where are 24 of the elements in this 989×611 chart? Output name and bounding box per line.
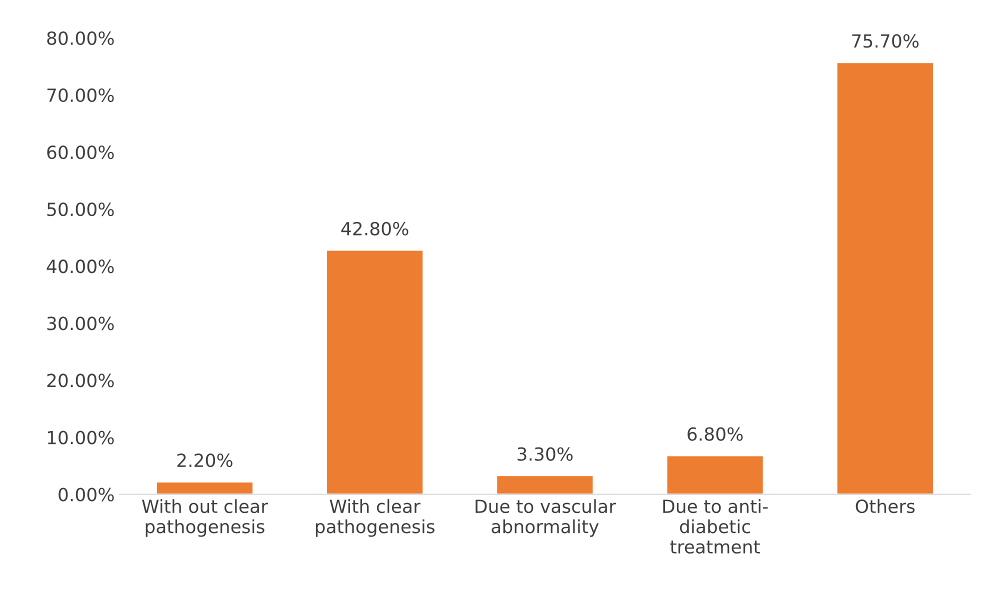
bar: [156, 481, 254, 494]
x-tick-label: Others: [856, 499, 915, 514]
y-tick-label: 10.00%: [48, 430, 114, 444]
y-tick-label: 60.00%: [47, 145, 114, 160]
bar: [496, 474, 594, 494]
x-tick-label: With out clear pathogenesis: [142, 499, 268, 537]
x-tick-label: Due to anti- diabetic treatment: [663, 499, 768, 554]
bar: [326, 249, 424, 494]
x-tick-label: With clear pathogenesis: [316, 499, 434, 537]
data-label: 2.20%: [177, 453, 232, 468]
data-label: 3.30%: [518, 447, 573, 461]
y-tick-label: 40.00%: [46, 260, 114, 274]
y-tick-label: 50.00%: [47, 202, 114, 216]
data-label: 42.80%: [341, 222, 408, 236]
bar: [836, 62, 934, 494]
y-tick-label: 20.00%: [47, 374, 114, 388]
data-label: 75.70%: [852, 34, 919, 48]
data-label: 6.80%: [688, 427, 743, 441]
bar: [666, 454, 764, 494]
y-tick-label: 30.00%: [47, 316, 114, 330]
y-tick-label: 80.00%: [47, 31, 114, 45]
x-tick-label: Due to vascular abnormality: [476, 499, 616, 537]
y-tick-label: 0.00%: [58, 488, 114, 502]
y-tick-label: 70.00%: [47, 88, 114, 102]
